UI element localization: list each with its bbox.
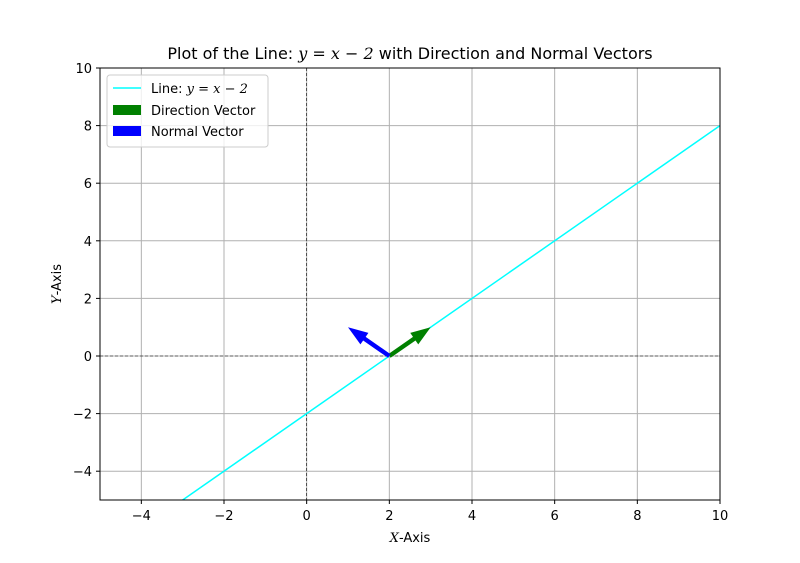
x-axis-label: X-Axis [389, 531, 431, 546]
x-tick-label: −4 [132, 509, 151, 524]
y-tick-label: −2 [73, 408, 92, 423]
y-tick-label: 0 [84, 350, 92, 365]
direction-vector-arrow [388, 327, 431, 358]
normal-vector-arrow [348, 327, 391, 358]
y-tick-label: 6 [84, 177, 92, 192]
series-layer [181, 124, 720, 500]
axes-frame [99, 67, 721, 501]
legend-label-line: Line: y = x − 2 [151, 82, 248, 97]
legend-label-direction-vector: Direction Vector [151, 104, 256, 119]
legend-box [106, 74, 269, 148]
x-tick-label: 2 [385, 509, 393, 524]
legend-label-normal-vector: Normal Vector [151, 125, 244, 140]
reference-lines [100, 68, 720, 500]
legend-swatch-normal-vector [113, 126, 141, 136]
x-tick-label: 4 [468, 509, 476, 524]
y-axis-label: Y-Axis [50, 264, 65, 304]
chart-title: Plot of the Line: y = x − 2 with Directi… [167, 44, 652, 63]
x-tick-label: −2 [214, 509, 233, 524]
y-tick-label: 4 [84, 235, 92, 250]
y-tick-label: 2 [84, 292, 92, 307]
legend: Line: y = x − 2 Direction Vector Normal … [106, 74, 269, 148]
legend-swatch-direction-vector [113, 105, 141, 115]
x-tick-label: 10 [712, 509, 729, 524]
x-tick-label: 8 [633, 509, 641, 524]
x-tick-label: 6 [551, 509, 559, 524]
y-tick-label: −4 [73, 465, 92, 480]
y-axis-ticks: −4 −2 0 2 4 6 8 10 [73, 62, 100, 480]
y-tick-label: 10 [75, 62, 92, 77]
y-tick-label: 8 [84, 120, 92, 135]
x-axis-ticks: −4 −2 0 2 4 6 8 10 [132, 500, 729, 524]
x-tick-label: 0 [303, 509, 311, 524]
